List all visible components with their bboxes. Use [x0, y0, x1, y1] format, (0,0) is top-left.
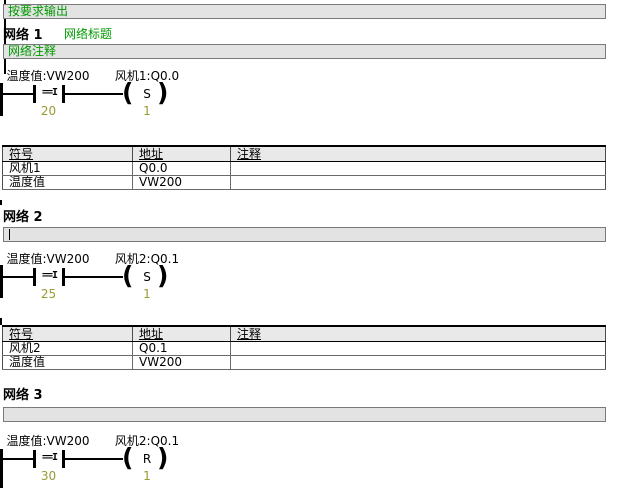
- comment-cell[interactable]: [230, 355, 606, 370]
- contact-operand-label[interactable]: 温度值:VW200: [6, 434, 90, 448]
- compare-contact-left-bar[interactable]: [33, 268, 36, 286]
- pou-comment-text: 按要求输出: [8, 4, 69, 18]
- network-1-comment-text: 网络注释: [8, 44, 57, 58]
- compare-contact-right-bar[interactable]: [62, 268, 65, 286]
- wire: [65, 458, 123, 460]
- coil-right-paren: ): [157, 78, 169, 107]
- coil-type-reset[interactable]: R: [142, 452, 152, 466]
- coil-left-paren: (: [122, 261, 134, 290]
- coil-left-paren: (: [122, 443, 134, 472]
- symbol-table-header-comment: 注释: [230, 326, 606, 342]
- table-row: 温度值 VW200: [2, 355, 606, 370]
- network-3-comment-bar[interactable]: [3, 407, 606, 422]
- compare-value[interactable]: 30: [40, 469, 57, 483]
- contact-operand-label[interactable]: 温度值:VW200: [6, 252, 90, 266]
- network-1-header: 网络 1 网络标题: [3, 24, 112, 43]
- address-cell[interactable]: VW200: [132, 355, 231, 370]
- network-2-symbol-table: 符号 地址 注释 风机2 Q0.1 温度值 VW200: [2, 325, 606, 370]
- network-2-comment-bar[interactable]: [3, 227, 606, 242]
- network-3-header: 网络 3: [3, 384, 43, 403]
- wire: [65, 93, 123, 95]
- comment-cell[interactable]: [230, 175, 606, 190]
- network-1-label: 网络 1: [3, 28, 43, 43]
- symbol-table-header-symbol: 符号: [2, 326, 133, 342]
- table-row: 风机1 Q0.0: [2, 161, 606, 176]
- symbol-cell[interactable]: 温度值: [2, 175, 133, 190]
- compare-value[interactable]: 20: [40, 104, 57, 118]
- text-cursor: [9, 229, 10, 240]
- pou-comment-bar[interactable]: 按要求输出: [3, 4, 606, 19]
- coil-value[interactable]: 1: [143, 469, 151, 483]
- network-1-comment-bar[interactable]: 网络注释: [3, 44, 606, 59]
- symbol-cell[interactable]: 风机1: [2, 161, 133, 176]
- coil-operand-label[interactable]: 风机2:Q0.1: [114, 434, 180, 448]
- power-rail: [0, 265, 3, 298]
- coil-type-set[interactable]: S: [143, 87, 151, 101]
- power-rail-stub: [0, 318, 2, 325]
- power-rail-top-segment: [4, 0, 6, 74]
- network-3-rung: 温度值:VW200 风机2:Q0.1 ==I 30 ( ) R 1: [0, 434, 632, 488]
- coil-operand-label[interactable]: 风机2:Q0.1: [114, 252, 180, 266]
- coil-type-set[interactable]: S: [143, 270, 151, 284]
- coil-value[interactable]: 1: [143, 287, 151, 301]
- wire: [65, 276, 123, 278]
- compare-operator: ==I: [41, 87, 58, 98]
- compare-contact-right-bar[interactable]: [62, 450, 65, 468]
- compare-contact-left-bar[interactable]: [33, 450, 36, 468]
- network-3-label: 网络 3: [3, 388, 43, 403]
- network-1-rung: 温度值:VW200 风机1:Q0.0 ==I 20 ( ) S 1: [0, 70, 632, 120]
- compare-operator: ==I: [41, 270, 58, 281]
- address-cell[interactable]: Q0.0: [132, 161, 231, 176]
- symbol-table-header-comment: 注释: [230, 146, 606, 162]
- compare-value[interactable]: 25: [40, 287, 57, 301]
- wire: [0, 458, 34, 460]
- symbol-cell[interactable]: 温度值: [2, 355, 133, 370]
- network-2-rung: 温度值:VW200 风机2:Q0.1 ==I 25 ( ) S 1: [0, 253, 632, 303]
- address-cell[interactable]: VW200: [132, 175, 231, 190]
- contact-operand-label[interactable]: 温度值:VW200: [6, 69, 90, 83]
- compare-contact-left-bar[interactable]: [33, 85, 36, 103]
- coil-right-paren: ): [157, 443, 169, 472]
- power-rail: [0, 449, 3, 488]
- comment-cell[interactable]: [230, 341, 606, 356]
- symbol-table-header-address: 地址: [132, 326, 231, 342]
- network-1-symbol-table: 符号 地址 注释 风机1 Q0.0 温度值 VW200: [2, 145, 606, 190]
- table-row: 温度值 VW200: [2, 175, 606, 190]
- network-2-label: 网络 2: [3, 210, 43, 225]
- power-rail-stub: [0, 200, 2, 205]
- coil-left-paren: (: [122, 78, 134, 107]
- coil-right-paren: ): [157, 261, 169, 290]
- symbol-table-header-address: 地址: [132, 146, 231, 162]
- comment-cell[interactable]: [230, 161, 606, 176]
- symbol-table-header-symbol: 符号: [2, 146, 133, 162]
- network-2-header: 网络 2: [3, 206, 43, 225]
- wire: [0, 276, 34, 278]
- symbol-cell[interactable]: 风机2: [2, 341, 133, 356]
- wire: [0, 93, 34, 95]
- address-cell[interactable]: Q0.1: [132, 341, 231, 356]
- compare-operator: ==I: [41, 452, 58, 463]
- coil-operand-label[interactable]: 风机1:Q0.0: [114, 69, 180, 83]
- network-1-title[interactable]: 网络标题: [64, 27, 113, 41]
- table-row: 风机2 Q0.1: [2, 341, 606, 356]
- compare-contact-right-bar[interactable]: [62, 85, 65, 103]
- power-rail: [0, 83, 3, 116]
- coil-value[interactable]: 1: [143, 104, 151, 118]
